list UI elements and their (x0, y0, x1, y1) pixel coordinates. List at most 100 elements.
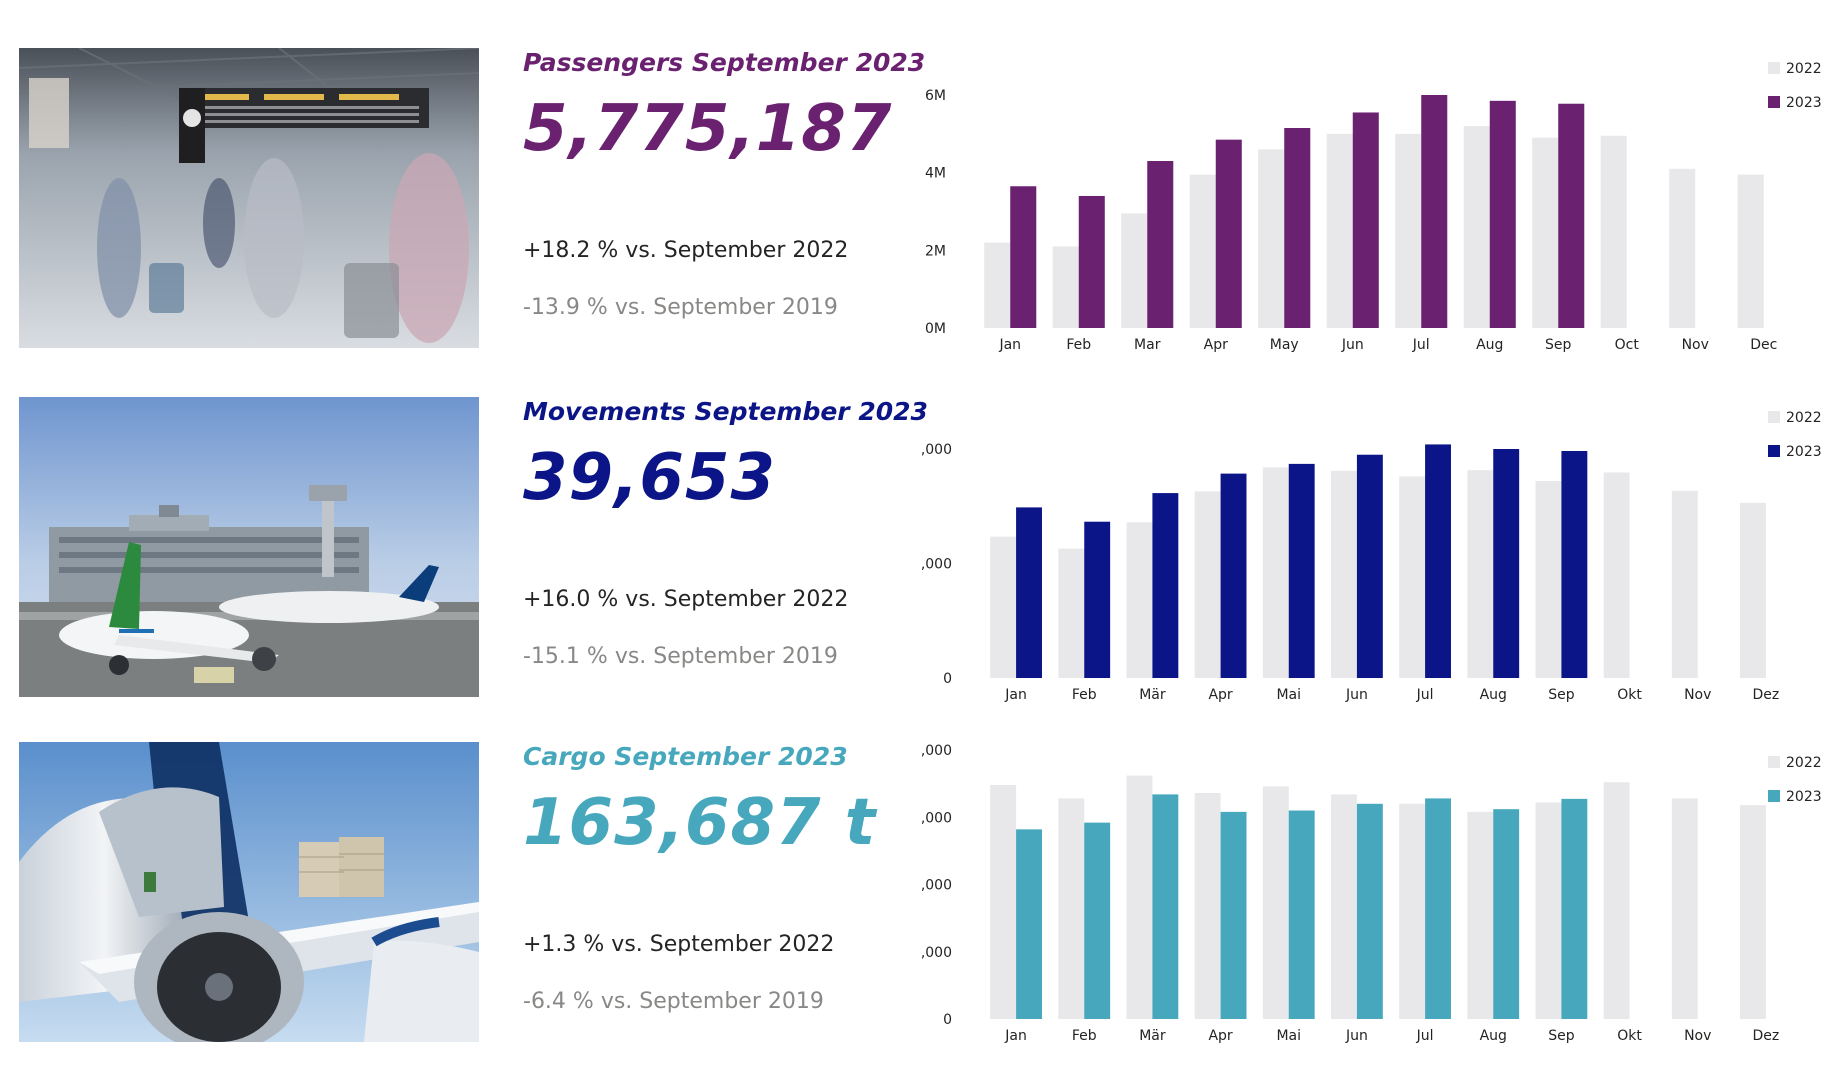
bar-2022-oct[interactable] (1600, 135, 1627, 328)
bar-2023-feb[interactable] (1078, 195, 1105, 328)
bar-2023-feb[interactable] (1084, 521, 1111, 678)
bar-2022-jun[interactable] (1331, 794, 1357, 1019)
bar-2023-sep[interactable] (1558, 103, 1585, 328)
y-tick-label: 0 (943, 671, 952, 687)
bar-2022-okt[interactable] (1603, 472, 1630, 678)
passengers-value: 5,775,187 (523, 92, 893, 166)
bar-2023-jul[interactable] (1425, 444, 1451, 678)
bar-2023-jun[interactable] (1352, 112, 1379, 328)
bar-2023-apr[interactable] (1220, 811, 1247, 1019)
bar-2022-aug[interactable] (1463, 126, 1490, 328)
x-tick-label: Feb (1072, 1028, 1097, 1044)
airport-terminal-photo (19, 48, 479, 348)
bar-2023-mai[interactable] (1288, 810, 1315, 1019)
bar-2022-may[interactable] (1258, 149, 1285, 328)
bar-2023-mär[interactable] (1152, 493, 1179, 678)
y-tick-label: 4M (925, 166, 946, 182)
bar-2023-aug[interactable] (1493, 809, 1520, 1019)
bar-2022-jul[interactable] (1395, 133, 1422, 328)
x-tick-label: Feb (1072, 687, 1097, 703)
bar-2022-apr[interactable] (1194, 793, 1221, 1019)
bar-2022-feb[interactable] (1052, 246, 1079, 328)
x-tick-label: Sep (1548, 1028, 1575, 1044)
x-tick-label: Nov (1684, 1028, 1711, 1044)
bar-2023-apr[interactable] (1215, 139, 1242, 328)
bar-2022-mär[interactable] (1126, 522, 1153, 678)
bar-2022-mar[interactable] (1121, 213, 1148, 328)
bar-2023-mai[interactable] (1288, 463, 1315, 678)
movements-change-vs-2019: -15.1 % vs. September 2019 (523, 644, 838, 669)
bar-2022-jul[interactable] (1399, 476, 1426, 678)
bar-2022-sep[interactable] (1535, 481, 1562, 678)
legend-label-2022: 2022 (1786, 61, 1822, 77)
legend-swatch-2022 (1768, 756, 1780, 768)
bar-2022-feb[interactable] (1058, 798, 1085, 1019)
y-tick-label: 100,000 (920, 878, 952, 894)
bar-2022-apr[interactable] (1194, 491, 1221, 678)
bar-2022-dez[interactable] (1740, 805, 1766, 1019)
bar-2023-aug[interactable] (1489, 100, 1516, 328)
bar-2022-mär[interactable] (1126, 775, 1153, 1019)
bar-2023-jun[interactable] (1356, 803, 1383, 1019)
legend-label-2023: 2023 (1786, 789, 1822, 805)
x-tick-label: Okt (1617, 687, 1642, 703)
x-tick-label: Mär (1139, 1028, 1166, 1044)
bar-2022-jan[interactable] (984, 242, 1011, 328)
bar-2023-jan[interactable] (1010, 186, 1037, 328)
bar-2023-sep[interactable] (1561, 798, 1588, 1019)
movements-title: Movements September 2023 (523, 397, 928, 426)
movements-change-vs-prior-year: +16.0 % vs. September 2022 (523, 587, 849, 612)
bar-2022-nov[interactable] (1671, 490, 1698, 678)
passengers-title: Passengers September 2023 (523, 48, 926, 77)
x-tick-label: Jul (1416, 687, 1434, 703)
x-tick-label: Mar (1134, 337, 1161, 353)
bar-2022-apr[interactable] (1189, 174, 1216, 328)
y-tick-label: 2M (925, 243, 946, 259)
bar-2022-sep[interactable] (1532, 137, 1559, 328)
bar-2023-apr[interactable] (1220, 473, 1247, 678)
x-tick-label: Aug (1476, 337, 1503, 353)
bar-2022-dec[interactable] (1737, 174, 1764, 328)
bar-2022-aug[interactable] (1467, 470, 1494, 678)
bar-2023-mar[interactable] (1147, 161, 1174, 328)
bar-2022-jun[interactable] (1331, 470, 1357, 678)
bar-2022-dez[interactable] (1740, 502, 1766, 678)
bar-2022-jun[interactable] (1326, 133, 1353, 328)
bar-2023-feb[interactable] (1084, 822, 1111, 1019)
bar-2022-nov[interactable] (1669, 168, 1696, 328)
bar-2023-jul[interactable] (1425, 798, 1451, 1019)
bar-2023-jul[interactable] (1421, 95, 1448, 328)
legend-swatch-2023 (1768, 445, 1780, 457)
bar-2022-mai[interactable] (1262, 786, 1289, 1019)
bar-2023-jan[interactable] (1016, 829, 1042, 1019)
bar-2023-mär[interactable] (1152, 794, 1179, 1019)
movements-value: 39,653 (523, 441, 776, 515)
movements-row: Movements September 2023 39,653 +16.0 % … (0, 397, 1832, 703)
bar-2023-aug[interactable] (1493, 449, 1520, 678)
x-tick-label: Jan (1004, 1028, 1027, 1044)
bar-2022-jan[interactable] (990, 784, 1017, 1019)
legend-label-2022: 2022 (1786, 755, 1822, 771)
bar-2022-aug[interactable] (1467, 811, 1494, 1019)
bar-2023-sep[interactable] (1561, 450, 1588, 678)
bar-2022-jan[interactable] (990, 536, 1017, 678)
x-tick-label: Jul (1416, 1028, 1434, 1044)
passengers-change-vs-2019: -13.9 % vs. September 2019 (523, 295, 838, 320)
y-tick-label: 40,000 (920, 442, 952, 458)
bar-2022-mai[interactable] (1262, 467, 1289, 678)
bar-2023-jan[interactable] (1016, 507, 1042, 678)
bar-2022-sep[interactable] (1535, 802, 1562, 1019)
x-tick-label: Jan (998, 337, 1021, 353)
x-tick-label: Aug (1480, 1028, 1507, 1044)
bar-2023-jun[interactable] (1356, 454, 1383, 678)
bar-2022-okt[interactable] (1603, 782, 1630, 1019)
movements-chart: 0 20,000 40,000 Jan Feb Mär Apr Mai Jun Jul Aug Sep… (903, 397, 1832, 717)
movements-kpi: Movements September 2023 39,653 +16.0 % … (523, 397, 928, 697)
legend-swatch-2023 (1768, 790, 1780, 802)
bar-2023-may[interactable] (1284, 128, 1311, 328)
passengers-kpi: Passengers September 2023 5,775,187 +18.… (523, 48, 926, 348)
bar-2022-nov[interactable] (1671, 798, 1698, 1019)
bar-2022-feb[interactable] (1058, 548, 1085, 678)
bar-2022-jul[interactable] (1399, 803, 1426, 1019)
x-tick-label: Mai (1276, 1028, 1301, 1044)
